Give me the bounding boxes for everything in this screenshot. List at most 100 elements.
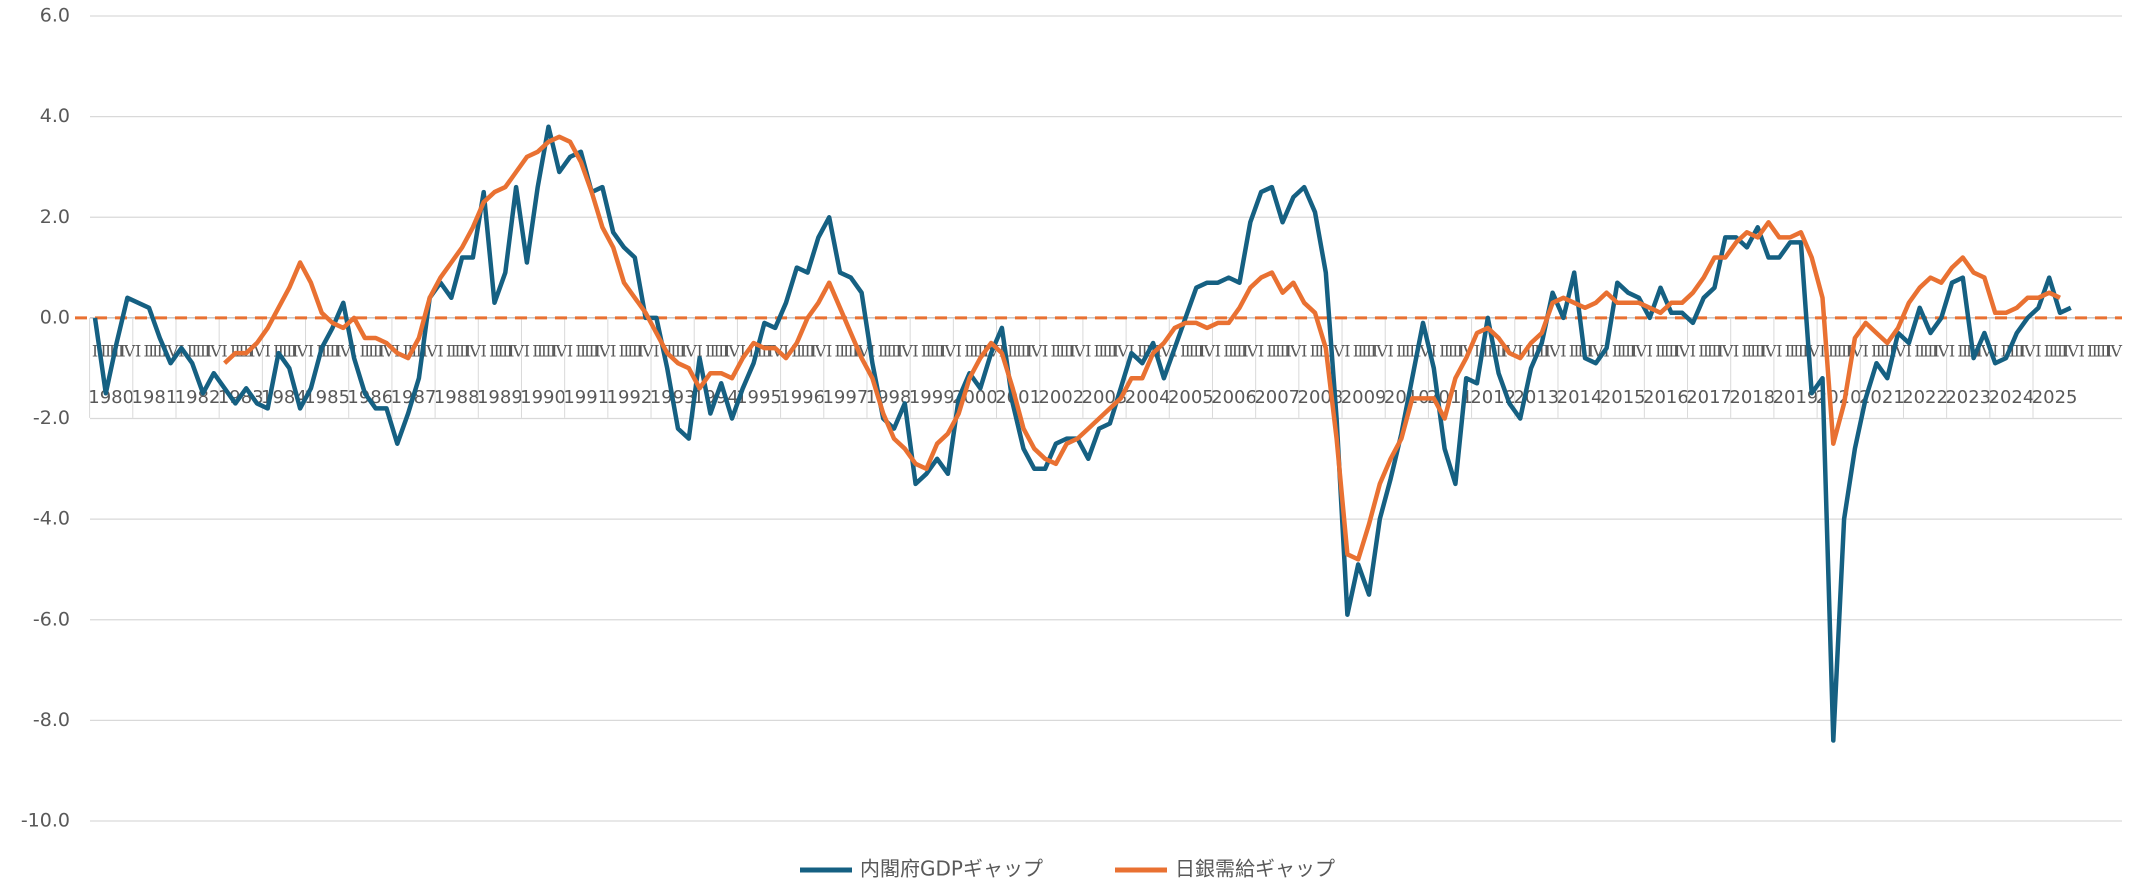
x-tick-label: Ⅲ [1750,341,1765,360]
x-group-label: 2016 [1643,387,1689,408]
x-tick-label: Ⅳ [1761,341,1778,360]
x-tick-label: Ⅲ [713,341,728,360]
x-group-label: 2015 [1600,387,1646,408]
x-group-label: 2023 [1945,387,1991,408]
x-tick-label: Ⅲ [886,341,901,360]
x-tick-label: Ⅱ [1439,341,1450,360]
x-tick-label: Ⅱ [1050,341,1061,360]
x-tick-label: Ⅱ [2087,341,2098,360]
x-tick-label: Ⅲ [627,341,642,360]
x-tick-label: Ⅰ [610,341,616,360]
x-tick-label: Ⅱ [532,341,543,360]
x-tick-label: Ⅲ [1664,341,1679,360]
x-group-label: 2006 [1211,387,1257,408]
x-tick-label: Ⅰ [1863,341,1869,360]
x-group-label: 2001 [995,387,1041,408]
x-tick-label: Ⅲ [2095,341,2110,360]
x-group-label: 1989 [477,387,523,408]
x-tick-label: Ⅳ [594,341,611,360]
x-tick-label: Ⅳ [724,341,741,360]
x-tick-label: Ⅰ [783,341,789,360]
series-line [92,124,2072,743]
x-tick-label: Ⅳ [1545,341,1562,360]
x-tick-label: Ⅰ [1819,341,1825,360]
x-tick-label: Ⅱ [1612,341,1623,360]
x-tick-label: Ⅱ [2044,341,2055,360]
x-tick-label: Ⅳ [551,341,568,360]
x-tick-label: Ⅲ [1059,341,1074,360]
x-group-label: 1992 [607,387,653,408]
x-tick-label: Ⅰ [1517,341,1523,360]
x-tick-label: Ⅱ [1871,341,1882,360]
x-group-label: 2005 [1168,387,1214,408]
x-tick-label: Ⅱ [100,341,111,360]
y-tick-label: -8.0 [33,709,70,731]
x-tick-label: Ⅱ [1569,341,1580,360]
x-tick-label: Ⅳ [1717,341,1734,360]
x-tick-label: Ⅳ [1285,341,1302,360]
x-tick-label: Ⅲ [800,341,815,360]
x-tick-label: Ⅰ [1647,341,1653,360]
x-tick-label: Ⅲ [325,341,340,360]
x-tick-label: Ⅲ [1102,341,1117,360]
x-tick-label: Ⅰ [912,341,918,360]
x-tick-label: Ⅰ [221,341,227,360]
x-tick-label: Ⅱ [1396,341,1407,360]
x-tick-label: Ⅰ [308,341,314,360]
x-group-label: 2004 [1125,387,1171,408]
x-tick-label: Ⅳ [292,341,309,360]
x-tick-label: Ⅱ [705,341,716,360]
x-tick-label: Ⅰ [135,341,141,360]
y-tick-label: 6.0 [40,5,70,27]
x-group-label: 2024 [1989,387,2035,408]
x-tick-label: Ⅱ [1310,341,1321,360]
x-tick-label: Ⅱ [403,341,414,360]
x-group-label: 1980 [88,387,134,408]
x-tick-label: Ⅱ [1957,341,1968,360]
x-tick-label: Ⅱ [1007,341,1018,360]
x-tick-label: Ⅳ [897,341,914,360]
x-group-label: 2007 [1254,387,1300,408]
x-tick-label: Ⅳ [465,341,482,360]
x-tick-label: Ⅰ [1344,341,1350,360]
x-tick-label: Ⅰ [1387,341,1393,360]
x-tick-label: Ⅲ [541,341,556,360]
x-tick-label: Ⅲ [195,341,210,360]
x-tick-label: Ⅱ [144,341,155,360]
x-tick-label: Ⅳ [1199,341,1216,360]
x-tick-label: Ⅳ [638,341,655,360]
x-tick-label: Ⅰ [1733,341,1739,360]
x-tick-label: Ⅲ [1275,341,1290,360]
x-tick-label: Ⅲ [282,341,297,360]
x-tick-label: Ⅰ [1560,341,1566,360]
x-tick-label: Ⅱ [2001,341,2012,360]
x-tick-label: Ⅲ [498,341,513,360]
x-tick-label: Ⅱ [489,341,500,360]
x-tick-label: Ⅰ [1776,341,1782,360]
x-tick-label: Ⅲ [1836,341,1851,360]
series-line [223,134,2061,562]
x-tick-label: Ⅳ [810,341,827,360]
x-tick-label: Ⅲ [1923,341,1938,360]
x-tick-label: Ⅲ [1448,341,1463,360]
x-tick-label: Ⅰ [1042,341,1048,360]
x-tick-label: Ⅳ [1631,341,1648,360]
x-tick-label: Ⅰ [265,341,271,360]
x-tick-label: Ⅱ [1266,341,1277,360]
x-group-label: 2019 [1773,387,1819,408]
x-tick-label: Ⅳ [2020,341,2037,360]
x-tick-label: Ⅲ [584,341,599,360]
x-tick-label: Ⅰ [481,341,487,360]
x-tick-label: Ⅰ [1949,341,1955,360]
x-tick-label: Ⅱ [878,341,889,360]
x-tick-label: Ⅰ [567,341,573,360]
x-tick-label: Ⅱ [575,341,586,360]
x-tick-label: Ⅱ [1914,341,1925,360]
x-tick-label: Ⅰ [1085,341,1091,360]
x-tick-label: Ⅰ [1474,341,1480,360]
x-tick-label: Ⅳ [1674,341,1691,360]
x-tick-label: Ⅳ [1372,341,1389,360]
x-tick-label: Ⅰ [1690,341,1696,360]
x-group-label: 2013 [1513,387,1559,408]
